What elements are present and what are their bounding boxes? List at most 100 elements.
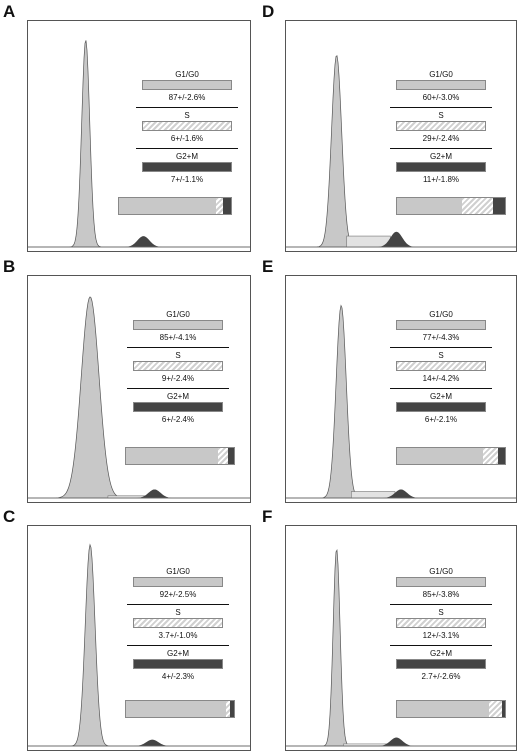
panel-label: E [262, 257, 274, 276]
s-swatch [133, 361, 223, 371]
g1-percent: 87+/-2.6% [168, 93, 206, 102]
s-caption: S [175, 608, 181, 617]
divider [390, 107, 492, 108]
divider [390, 347, 492, 348]
s-segment [489, 701, 503, 717]
histogram-frame [27, 275, 251, 503]
g2-swatch [133, 402, 223, 412]
histogram-plot [286, 549, 516, 747]
divider [127, 645, 229, 646]
g1-caption: G1/G0 [166, 310, 190, 319]
g2-swatch [396, 162, 486, 172]
g2-swatch [133, 659, 223, 669]
g2-caption: G2+M [429, 152, 452, 161]
s-percent: 12+/-3.1% [422, 631, 460, 640]
g2-segment [223, 198, 231, 214]
g2-segment [227, 448, 234, 464]
histogram-frame [285, 275, 517, 503]
g2-percent: 6+/-2.4% [161, 415, 195, 424]
composition-bar [396, 700, 506, 718]
s-segment [461, 198, 494, 214]
g2-segment [502, 701, 505, 717]
composition-bar [118, 197, 232, 215]
panel-label: A [3, 2, 16, 21]
g2-caption: G2+M [166, 392, 189, 401]
g2-segment [493, 198, 505, 214]
s-segment [217, 448, 228, 464]
composition-bar [396, 197, 506, 215]
s-caption: S [184, 111, 190, 120]
s-caption: S [438, 351, 444, 360]
g1-swatch [396, 320, 486, 330]
phase-legend: G1/G0 85+/-3.8% S 12+/-3.1% G2+M 2.7+/-2… [390, 567, 492, 683]
g1-swatch [396, 577, 486, 587]
g2-segment [498, 448, 505, 464]
s-percent: 3.7+/-1.0% [158, 631, 198, 640]
divider [390, 388, 492, 389]
g1-caption: G1/G0 [429, 567, 453, 576]
s-percent: 9+/-2.4% [161, 374, 195, 383]
g1-segment [397, 701, 490, 717]
g1-percent: 60+/-3.0% [422, 93, 460, 102]
g1-segment [119, 198, 217, 214]
g2-swatch [396, 402, 486, 412]
composition-bar [125, 700, 235, 718]
histogram-plot [286, 304, 516, 499]
g1-segment [126, 701, 226, 717]
g2-peak [378, 231, 415, 247]
divider [127, 388, 229, 389]
g2-swatch [142, 162, 232, 172]
composition-bar [396, 447, 506, 465]
phase-legend: G1/G0 77+/-4.3% S 14+/-4.2% G2+M 6+/-2.1… [390, 310, 492, 426]
g1-percent: 77+/-4.3% [422, 333, 460, 342]
s-percent: 6+/-1.6% [170, 134, 204, 143]
g1-swatch [396, 80, 486, 90]
divider [127, 347, 229, 348]
g2-peak [378, 737, 415, 746]
panel-label: B [3, 257, 16, 276]
s-swatch [396, 121, 486, 131]
g1-caption: G1/G0 [429, 310, 453, 319]
g2-percent: 4+/-2.3% [161, 672, 195, 681]
g2-peak [134, 739, 171, 746]
phase-legend: G1/G0 60+/-3.0% S 29+/-2.4% G2+M 11+/-1.… [390, 70, 492, 186]
histogram-plot [28, 40, 250, 248]
s-caption: S [175, 351, 181, 360]
divider [390, 645, 492, 646]
g2-segment [229, 701, 234, 717]
panel-label: C [3, 507, 16, 526]
g1-caption: G1/G0 [429, 70, 453, 79]
g1-segment [126, 448, 218, 464]
s-segment [216, 198, 224, 214]
panel-label: D [262, 2, 275, 21]
g1-segment [397, 198, 462, 214]
histogram-plot [28, 543, 250, 747]
g2-caption: G2+M [166, 649, 189, 658]
s-segment [225, 701, 230, 717]
divider [390, 604, 492, 605]
phase-legend: G1/G0 85+/-4.1% S 9+/-2.4% G2+M 6+/-2.4% [127, 310, 229, 426]
s-swatch [133, 618, 223, 628]
phase-legend: G1/G0 87+/-2.6% S 6+/-1.6% G2+M 7+/-1.1% [136, 70, 238, 186]
s-caption: S [438, 608, 444, 617]
s-swatch [396, 618, 486, 628]
s-percent: 29+/-2.4% [422, 134, 460, 143]
phase-legend: G1/G0 92+/-2.5% S 3.7+/-1.0% G2+M 4+/-2.… [127, 567, 229, 683]
g1-caption: G1/G0 [175, 70, 199, 79]
divider [390, 148, 492, 149]
panel-label: F [262, 507, 273, 526]
g1-swatch [133, 320, 223, 330]
s-swatch [396, 361, 486, 371]
s-percent: 14+/-4.2% [422, 374, 460, 383]
s-segment [482, 448, 499, 464]
histogram-plot [28, 296, 250, 499]
divider [136, 107, 238, 108]
divider [127, 604, 229, 605]
g1-percent: 85+/-3.8% [422, 590, 460, 599]
g1-caption: G1/G0 [166, 567, 190, 576]
g1-swatch [133, 577, 223, 587]
s-swatch [142, 121, 232, 131]
g2-peak [125, 236, 162, 247]
divider [136, 148, 238, 149]
g2-percent: 2.7+/-2.6% [421, 672, 461, 681]
